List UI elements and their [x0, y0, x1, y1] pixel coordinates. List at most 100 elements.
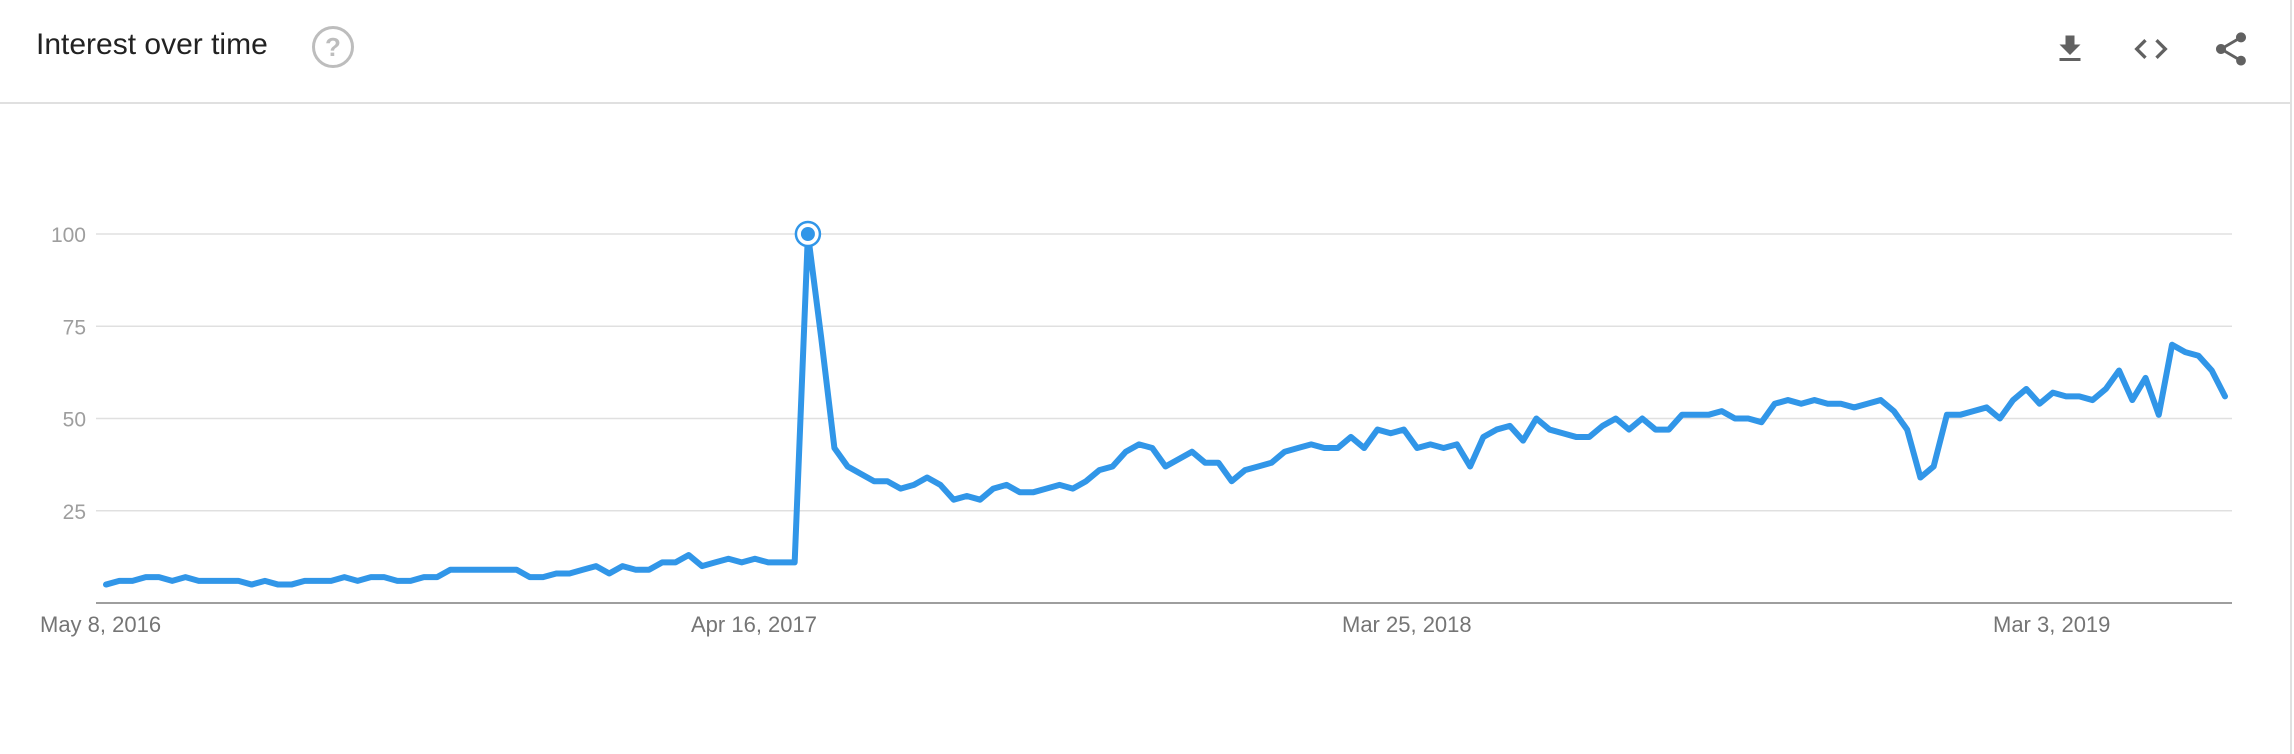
data-point[interactable]: [1348, 434, 1354, 440]
data-point[interactable]: [951, 497, 957, 503]
data-point[interactable]: [620, 563, 626, 569]
data-point[interactable]: [2116, 368, 2122, 374]
data-point[interactable]: [2076, 393, 2082, 399]
data-point[interactable]: [725, 556, 731, 562]
data-point[interactable]: [1931, 463, 1937, 469]
data-point[interactable]: [2050, 390, 2056, 396]
data-point[interactable]: [1467, 463, 1473, 469]
help-icon[interactable]: ?: [312, 26, 354, 68]
data-point[interactable]: [1057, 482, 1063, 488]
data-point[interactable]: [1494, 427, 1500, 433]
data-point[interactable]: [1441, 445, 1447, 451]
data-point[interactable]: [633, 567, 639, 573]
download-button[interactable]: [2047, 26, 2093, 72]
data-point[interactable]: [911, 482, 917, 488]
data-point[interactable]: [1692, 412, 1698, 418]
data-point[interactable]: [1295, 445, 1301, 451]
data-point[interactable]: [1957, 412, 1963, 418]
data-point[interactable]: [1043, 486, 1049, 492]
data-point[interactable]: [408, 578, 414, 584]
data-point[interactable]: [461, 567, 467, 573]
data-point[interactable]: [209, 578, 215, 584]
data-point[interactable]: [2222, 393, 2228, 399]
data-point[interactable]: [1904, 427, 1910, 433]
data-point[interactable]: [752, 556, 758, 562]
data-point[interactable]: [1798, 401, 1804, 407]
data-point[interactable]: [527, 574, 533, 580]
data-point[interactable]: [1547, 427, 1553, 433]
data-point[interactable]: [659, 559, 665, 565]
data-point[interactable]: [884, 478, 890, 484]
data-point[interactable]: [1282, 449, 1288, 455]
data-point[interactable]: [871, 478, 877, 484]
data-point[interactable]: [1004, 482, 1010, 488]
data-point[interactable]: [818, 334, 824, 340]
data-point[interactable]: [2156, 412, 2162, 418]
data-point[interactable]: [2209, 368, 2215, 374]
data-point[interactable]: [381, 574, 387, 580]
data-point[interactable]: [831, 445, 837, 451]
data-point[interactable]: [1679, 412, 1685, 418]
data-point[interactable]: [288, 582, 294, 588]
data-point[interactable]: [1110, 463, 1116, 469]
data-point[interactable]: [1997, 416, 2003, 422]
data-point[interactable]: [1454, 441, 1460, 447]
data-point[interactable]: [1308, 441, 1314, 447]
data-point[interactable]: [977, 497, 983, 503]
data-point[interactable]: [1215, 460, 1221, 466]
data-point[interactable]: [2129, 397, 2135, 403]
data-point[interactable]: [606, 570, 612, 576]
data-point[interactable]: [1520, 438, 1526, 444]
data-point[interactable]: [1825, 401, 1831, 407]
data-point[interactable]: [355, 578, 361, 584]
data-point[interactable]: [222, 578, 228, 584]
data-point[interactable]: [394, 578, 400, 584]
data-point[interactable]: [1388, 430, 1394, 436]
data-point[interactable]: [990, 486, 996, 492]
data-point[interactable]: [1891, 408, 1897, 414]
data-point[interactable]: [169, 578, 175, 584]
data-point[interactable]: [302, 578, 308, 584]
data-point[interactable]: [1361, 445, 1367, 451]
data-point[interactable]: [262, 578, 268, 584]
data-point[interactable]: [712, 559, 718, 565]
data-point[interactable]: [699, 563, 705, 569]
data-point[interactable]: [1507, 423, 1513, 429]
data-point[interactable]: [143, 574, 149, 580]
data-point[interactable]: [1176, 456, 1182, 462]
data-point[interactable]: [1163, 463, 1169, 469]
data-point[interactable]: [341, 574, 347, 580]
data-point[interactable]: [2023, 386, 2029, 392]
data-point[interactable]: [103, 582, 109, 588]
data-point[interactable]: [328, 578, 334, 584]
share-button[interactable]: [2208, 26, 2254, 72]
data-point[interactable]: [1096, 467, 1102, 473]
data-point[interactable]: [1321, 445, 1327, 451]
data-point[interactable]: [1944, 412, 1950, 418]
data-point[interactable]: [500, 567, 506, 573]
data-point[interactable]: [1732, 416, 1738, 422]
data-point[interactable]: [1427, 441, 1433, 447]
data-point[interactable]: [182, 574, 188, 580]
data-point[interactable]: [2063, 393, 2069, 399]
data-point[interactable]: [1017, 489, 1023, 495]
data-point[interactable]: [593, 563, 599, 569]
data-point[interactable]: [1335, 445, 1341, 451]
data-point[interactable]: [1414, 445, 1420, 451]
data-point[interactable]: [845, 463, 851, 469]
data-point[interactable]: [116, 578, 122, 584]
data-point[interactable]: [937, 482, 943, 488]
data-point[interactable]: [672, 559, 678, 565]
data-point[interactable]: [156, 574, 162, 580]
data-point[interactable]: [1970, 408, 1976, 414]
data-point[interactable]: [1785, 397, 1791, 403]
data-point[interactable]: [1123, 449, 1129, 455]
data-point[interactable]: [2182, 349, 2188, 355]
data-point[interactable]: [1600, 423, 1606, 429]
data-point[interactable]: [1613, 416, 1619, 422]
data-point[interactable]: [1083, 478, 1089, 484]
data-point[interactable]: [1838, 401, 1844, 407]
data-point[interactable]: [1864, 401, 1870, 407]
data-point[interactable]: [514, 567, 520, 573]
data-point[interactable]: [964, 493, 970, 499]
